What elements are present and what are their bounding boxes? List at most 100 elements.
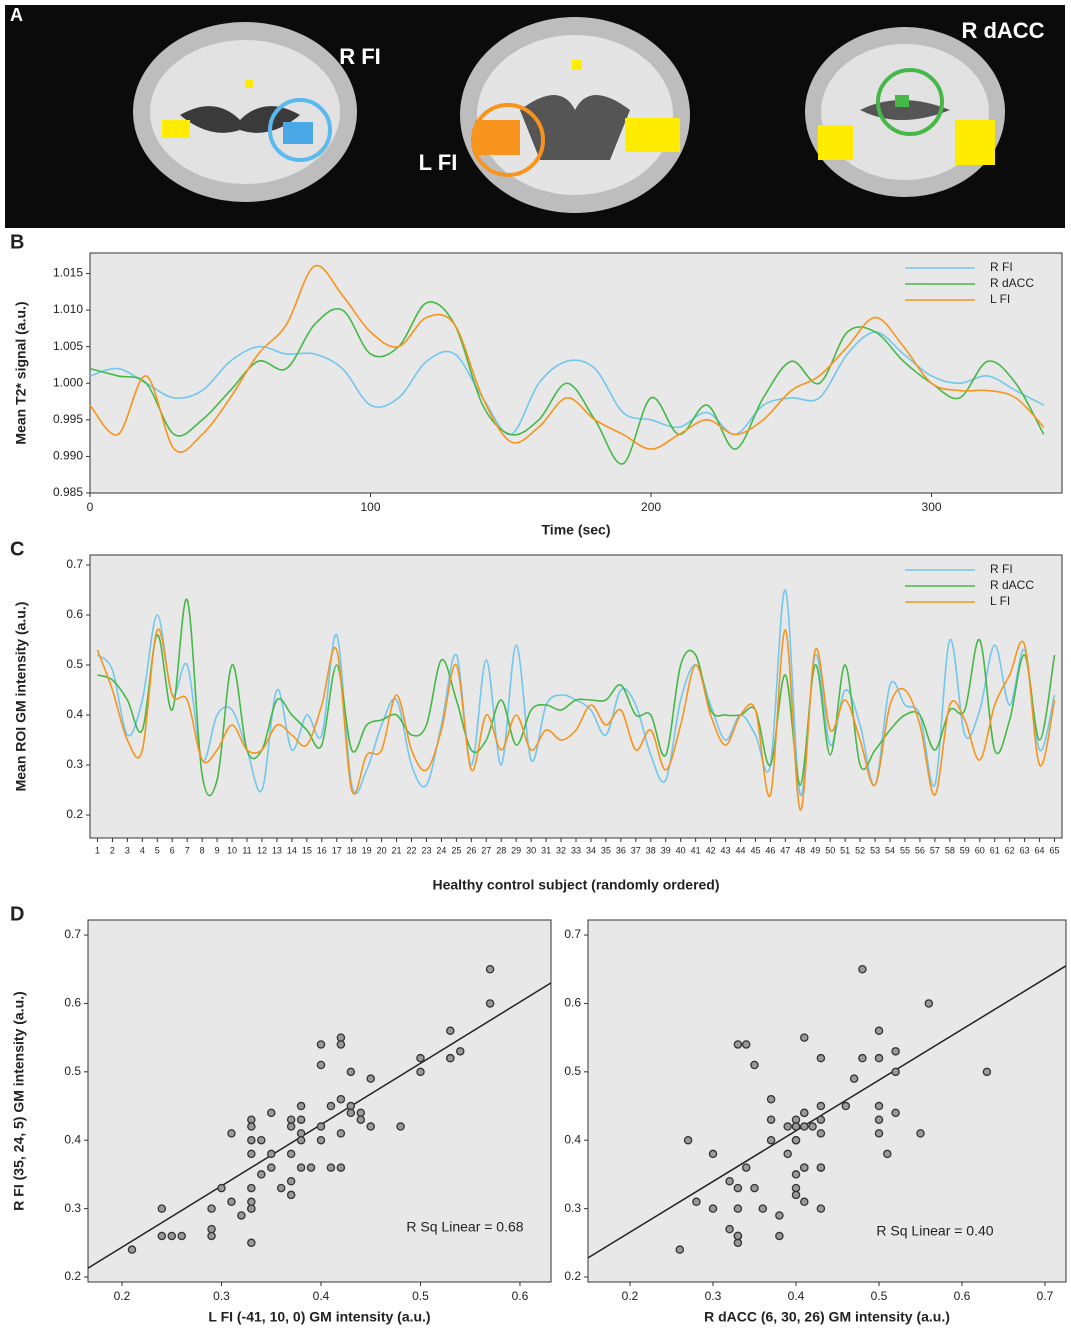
x-tick-label: 22 [406, 845, 416, 855]
x-tick-label: 45 [750, 845, 760, 855]
scatter-point [775, 1231, 784, 1241]
y-tick-label: 0.7 [64, 927, 81, 941]
x-tick-label: 2 [110, 845, 115, 855]
region-label: L FI [419, 150, 458, 175]
x-tick-label: 38 [646, 845, 656, 855]
y-tick-label: 0.6 [564, 996, 581, 1010]
scatter-point [816, 1129, 826, 1138]
x-tick-label: 6 [170, 845, 175, 855]
scatter-point [816, 1163, 826, 1172]
scatter-point [207, 1231, 216, 1241]
brain-slice-2 [460, 17, 690, 213]
y-tick-label: 0.2 [64, 1269, 81, 1283]
x-tick-label: 10 [227, 845, 237, 855]
scatter-point [485, 964, 495, 974]
scatter-point [346, 1101, 356, 1111]
scatter-point [891, 1067, 900, 1077]
x-tick-label: 46 [765, 845, 775, 855]
y-tick-label: 0.6 [64, 996, 81, 1010]
y-tick-label: 0.5 [66, 657, 83, 671]
chart: 0.985 0.990 0.995 1.000 1.005 1.010 1.015 0 100 2… [10, 231, 1063, 538]
x-tick-label: 65 [1050, 845, 1060, 855]
series-line [89, 264, 1045, 453]
annotation: R Sq Linear = 0.68 [406, 1219, 523, 1235]
scatter-point [849, 1074, 859, 1083]
x-tick-label: 0.6 [512, 1289, 529, 1303]
scatter-point [692, 1197, 701, 1207]
y-axis-label: Mean ROI GM intensity (a.u.) [13, 602, 29, 792]
x-tick-label: 0.4 [313, 1289, 330, 1303]
scatter-point [874, 1053, 884, 1063]
scatter-point [296, 1101, 306, 1111]
scatter-point [766, 1135, 776, 1145]
scatter-point [841, 1101, 851, 1111]
scatter-point [816, 1053, 826, 1063]
scatter-point [982, 1067, 992, 1077]
x-tick-label: 1 [95, 845, 100, 855]
scatter-point [207, 1204, 216, 1213]
x-tick-label: 31 [541, 845, 551, 855]
region-label: R dACC [961, 18, 1044, 43]
y-tick-label: 0.5 [564, 1064, 581, 1078]
x-tick-label: 20 [377, 845, 387, 855]
scatter-point [766, 1094, 776, 1104]
x-tick-label: 100 [361, 500, 381, 514]
scatter-point [733, 1231, 743, 1241]
region-label: R FI [339, 44, 381, 69]
scatter-point [416, 1067, 425, 1077]
brain-slice-1 [133, 22, 357, 202]
x-tick-label: 25 [451, 845, 461, 855]
x-tick-label: 43 [721, 845, 731, 855]
x-tick-label: 18 [347, 845, 357, 855]
scatter-point [316, 1060, 326, 1070]
scatter-point [874, 1026, 884, 1036]
y-tick-label: 0.5 [64, 1064, 81, 1078]
x-tick-label: 0.3 [213, 1289, 230, 1303]
legend-label: R FI [990, 562, 1013, 576]
scatter-point [741, 1040, 751, 1049]
x-tick-label: 21 [392, 845, 402, 855]
series-line [96, 628, 1056, 811]
y-tick-label: 0.3 [564, 1201, 581, 1215]
x-tick-label: 41 [691, 845, 701, 855]
scatter-point [247, 1122, 256, 1131]
scatter-point [267, 1163, 276, 1172]
fit-line [587, 965, 1067, 1259]
scatter-point [276, 1183, 286, 1193]
scatter-point [791, 1135, 801, 1145]
scatter-point [741, 1163, 751, 1172]
scatter-point [791, 1115, 801, 1124]
scatter-point [733, 1040, 743, 1049]
series-line [96, 589, 1056, 796]
x-tick-label: 50 [825, 845, 835, 855]
x-tick-label: 0.7 [1037, 1289, 1054, 1303]
x-tick-label: 26 [466, 845, 476, 855]
x-tick-label: 29 [511, 845, 521, 855]
scatter-point [296, 1163, 306, 1172]
scatter-point [916, 1129, 925, 1138]
x-tick-label: 24 [436, 845, 446, 855]
scatter-point [800, 1197, 809, 1207]
scatter-point [286, 1190, 296, 1200]
scatter-point [157, 1231, 167, 1241]
x-tick-label: 3 [125, 845, 130, 855]
x-tick-label: 300 [922, 500, 942, 514]
scatter-point [750, 1183, 759, 1193]
panel-label: C [10, 538, 24, 560]
scatter-point [127, 1245, 137, 1254]
scatter-point [891, 1108, 900, 1118]
series-line [89, 301, 1045, 465]
scatter-point [227, 1197, 236, 1207]
y-tick-label: 0.4 [564, 1132, 581, 1146]
scatter-point [207, 1224, 216, 1234]
x-tick-label: 33 [571, 845, 581, 855]
y-tick-label: 0.7 [564, 927, 581, 941]
scatter-point [336, 1040, 346, 1049]
scatter-point [783, 1122, 792, 1131]
y-tick-label: 0.6 [66, 607, 83, 621]
scatter-point [775, 1211, 784, 1220]
scatter-point [766, 1115, 776, 1124]
y-tick-label: 1.005 [53, 339, 83, 353]
